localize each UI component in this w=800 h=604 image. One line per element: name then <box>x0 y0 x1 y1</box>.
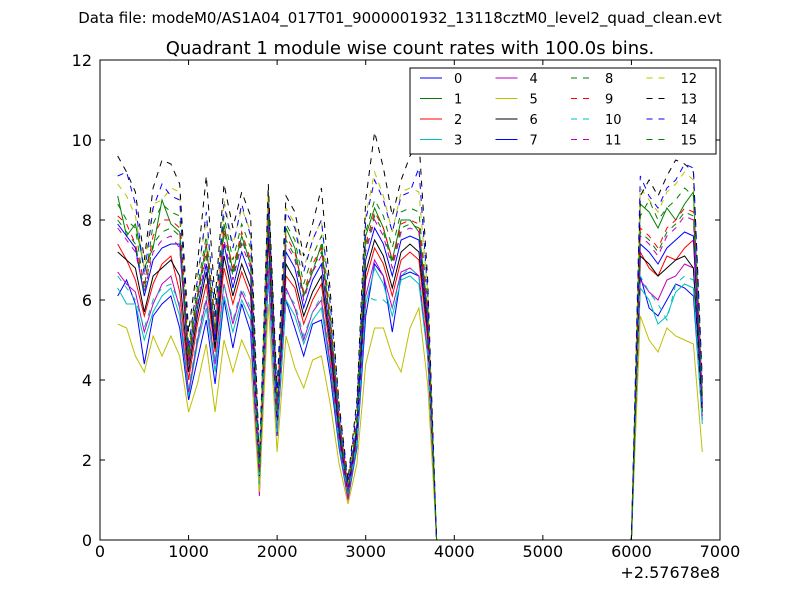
legend-label-2: 2 <box>454 113 462 128</box>
legend-label-9: 9 <box>605 93 613 108</box>
x-tick-label: 3000 <box>345 542 386 561</box>
legend-label-8: 8 <box>605 72 613 87</box>
legend-box <box>409 67 717 155</box>
y-tick-label: 6 <box>82 291 92 310</box>
legend-label-3: 3 <box>454 134 462 149</box>
legend-label-12: 12 <box>681 72 698 87</box>
legend-label-14: 14 <box>681 113 698 128</box>
series-line-10 <box>117 259 703 541</box>
legend-label-7: 7 <box>530 134 538 149</box>
series-line-14 <box>117 163 703 541</box>
y-tick-label: 4 <box>82 371 92 390</box>
series-line-11 <box>117 215 703 541</box>
y-tick-label: 0 <box>82 531 92 550</box>
y-tick-label: 12 <box>72 51 92 70</box>
y-tick-label: 10 <box>72 131 92 150</box>
legend-label-5: 5 <box>530 93 538 108</box>
x-tick-label: 7000 <box>700 542 741 561</box>
x-tick-label: 4000 <box>434 542 475 561</box>
legend-label-1: 1 <box>454 93 462 108</box>
legend-label-0: 0 <box>454 72 462 87</box>
legend-label-11: 11 <box>605 134 622 149</box>
x-tick-label: 6000 <box>611 542 652 561</box>
legend-label-4: 4 <box>530 72 538 87</box>
y-tick-label: 2 <box>82 451 92 470</box>
legend-label-13: 13 <box>681 93 698 108</box>
x-axis-offset-label: +2.57678e8 <box>620 563 720 582</box>
x-tick-label: 1000 <box>168 542 209 561</box>
y-tick-label: 8 <box>82 211 92 230</box>
figure-suptitle: Data file: modeM0/AS1A04_017T01_90000019… <box>78 9 722 28</box>
chart-title: Quadrant 1 module wise count rates with … <box>166 38 655 59</box>
series-line-13 <box>117 131 703 541</box>
legend-label-10: 10 <box>605 113 622 128</box>
legend-label-6: 6 <box>530 113 538 128</box>
x-tick-label: 2000 <box>257 542 298 561</box>
x-tick-label: 5000 <box>522 542 563 561</box>
x-tick-label: 0 <box>95 542 105 561</box>
legend-label-15: 15 <box>681 134 698 149</box>
